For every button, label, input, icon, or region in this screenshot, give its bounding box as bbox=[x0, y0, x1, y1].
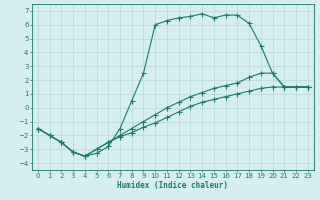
X-axis label: Humidex (Indice chaleur): Humidex (Indice chaleur) bbox=[117, 181, 228, 190]
